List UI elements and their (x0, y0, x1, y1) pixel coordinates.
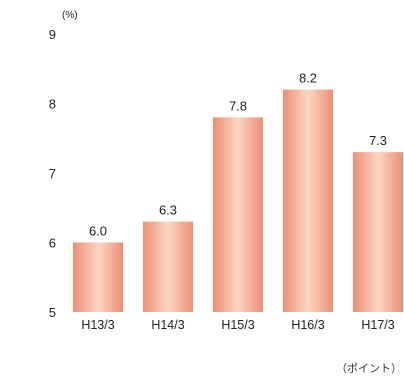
value-label-H15-3: 7.8 (229, 98, 247, 113)
bar-H13-3 (73, 242, 123, 312)
value-label-H14-3: 6.3 (159, 203, 177, 218)
category-label-H13-3: H13/3 (81, 318, 114, 332)
x-axis-category-labels: H13/3 H14/3 H15/3 H16/3 H17/3 (81, 318, 394, 332)
y-tick-label-9: 9 (49, 27, 56, 42)
bar-H17-3 (353, 152, 403, 312)
y-tick-label-6: 6 (49, 236, 56, 251)
bar-H14-3 (143, 221, 193, 312)
y-tick-label-8: 8 (49, 97, 56, 112)
y-tick-label-7: 7 (49, 166, 56, 181)
value-label-H16-3: 8.2 (299, 71, 317, 86)
value-label-H13-3: 6.0 (89, 224, 107, 239)
value-label-H17-3: 7.3 (369, 133, 387, 148)
y-axis-ticks: 5 6 7 8 9 (49, 27, 56, 320)
category-label-H17-3: H17/3 (361, 318, 394, 332)
y-tick-label-5: 5 (49, 305, 56, 320)
category-label-H16-3: H16/3 (291, 318, 324, 332)
y-axis-unit-label: (%) (62, 10, 78, 21)
category-label-H15-3: H15/3 (221, 318, 254, 332)
category-label-H14-3: H14/3 (151, 318, 184, 332)
bars (73, 89, 403, 313)
bar-H15-3 (213, 117, 263, 313)
value-labels: 6.0 6.3 7.8 8.2 7.3 (89, 71, 387, 239)
footnote-unit: （ポイント） (336, 362, 402, 375)
bar-H16-3 (283, 89, 333, 312)
